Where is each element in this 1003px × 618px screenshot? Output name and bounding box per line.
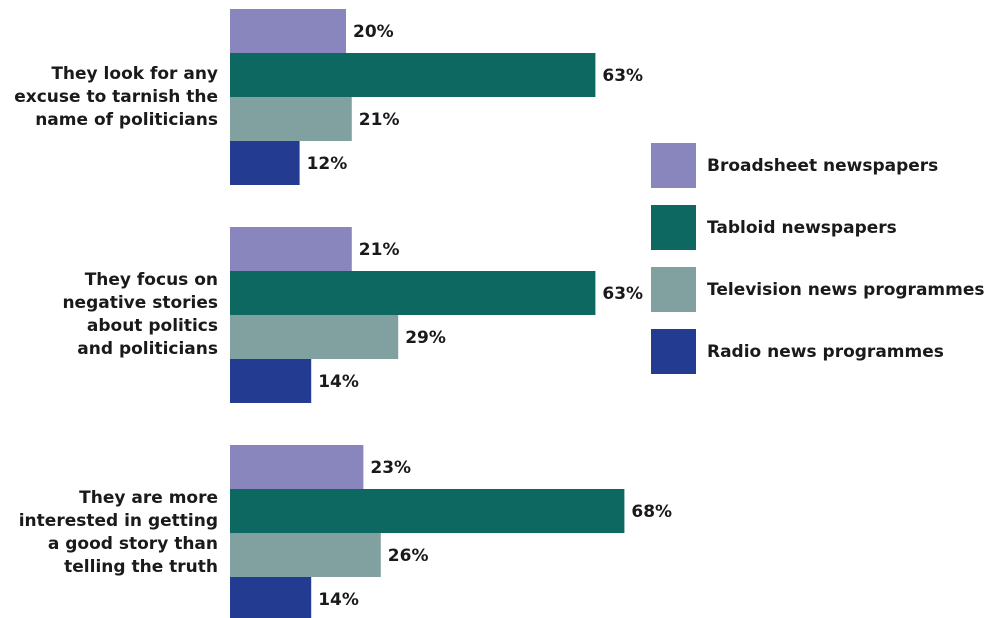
category-label: They focus on negative stories about polit… — [0, 269, 218, 361]
bar — [230, 577, 311, 618]
bar-value-label: 63% — [602, 66, 643, 86]
bar — [230, 533, 381, 577]
bar-value-label: 29% — [405, 328, 446, 348]
legend-swatch — [651, 143, 696, 188]
category-label-line: name of politicians — [0, 109, 218, 132]
bar-value-label: 26% — [388, 546, 429, 566]
bar-value-label: 21% — [359, 110, 400, 130]
category-label: They are more interested in getting a good… — [0, 487, 218, 579]
bar — [230, 445, 363, 489]
legend-item: Tabloid newspapers — [651, 205, 985, 250]
bar-value-label: 14% — [318, 372, 359, 392]
category-label-line: They look for any — [0, 63, 218, 86]
category-label-line: They are more — [0, 487, 218, 510]
bar — [230, 9, 346, 53]
category-label-line: excuse to tarnish the — [0, 86, 218, 109]
bar-value-label: 68% — [631, 502, 672, 522]
bar — [230, 141, 300, 185]
legend-label: Tabloid newspapers — [707, 218, 897, 238]
bar — [230, 271, 595, 315]
bar — [230, 53, 595, 97]
bar — [230, 315, 398, 359]
category-label-line: interested in getting — [0, 510, 218, 533]
legend-label: Television news programmes — [707, 280, 985, 300]
bar — [230, 97, 352, 141]
bar — [230, 489, 624, 533]
category-label-line: a good story than — [0, 533, 218, 556]
category-label-line: about politics — [0, 315, 218, 338]
legend-swatch — [651, 205, 696, 250]
category-label: They look for any excuse to tarnish the na… — [0, 63, 218, 132]
category-label-line: negative stories — [0, 292, 218, 315]
legend-label: Radio news programmes — [707, 342, 944, 362]
category-label-line: and politicians — [0, 338, 218, 361]
category-label-line: They focus on — [0, 269, 218, 292]
bar — [230, 359, 311, 403]
legend-label: Broadsheet newspapers — [707, 156, 938, 176]
legend-swatch — [651, 329, 696, 374]
legend-item: Radio news programmes — [651, 329, 985, 374]
bar — [230, 227, 352, 271]
bar-value-label: 23% — [370, 458, 411, 478]
bar-value-label: 14% — [318, 590, 359, 610]
bar-value-label: 63% — [602, 284, 643, 304]
legend-swatch — [651, 267, 696, 312]
legend-item: Broadsheet newspapers — [651, 143, 985, 188]
bar-value-label: 12% — [307, 154, 348, 174]
legend: Broadsheet newspapers Tabloid newspapers T… — [651, 143, 985, 391]
bar-value-label: 20% — [353, 22, 394, 42]
legend-item: Television news programmes — [651, 267, 985, 312]
category-label-line: telling the truth — [0, 556, 218, 579]
bar-value-label: 21% — [359, 240, 400, 260]
